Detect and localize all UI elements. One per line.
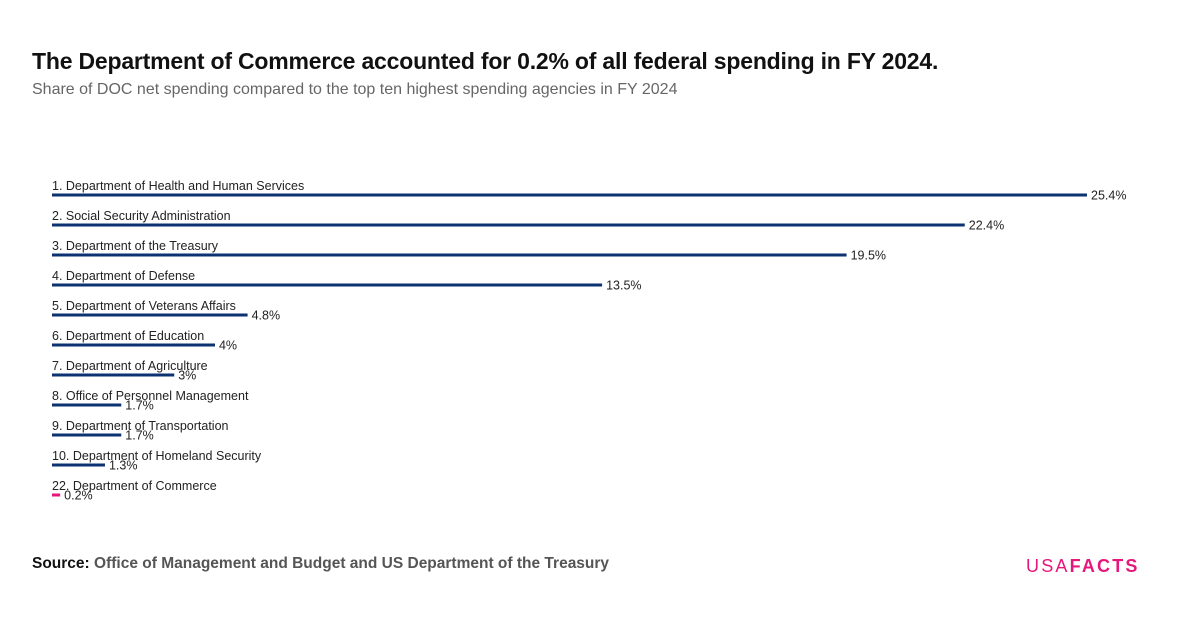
value-label: 25.4%	[1091, 189, 1126, 203]
value-label: 1.7%	[125, 399, 154, 413]
source-note: Source: Office of Management and Budget …	[32, 555, 609, 573]
category-label: 10. Department of Homeland Security	[52, 449, 262, 463]
category-label: 4. Department of Defense	[52, 269, 195, 283]
value-label: 13.5%	[606, 279, 641, 293]
bar	[52, 193, 1087, 197]
bar	[52, 343, 215, 347]
source-text: Office of Management and Budget and US D…	[94, 555, 610, 572]
usafacts-logo: USAFACTS	[1026, 556, 1140, 577]
value-label: 19.5%	[851, 249, 886, 263]
value-label: 3%	[178, 369, 196, 383]
bar	[52, 433, 122, 437]
value-label: 0.2%	[64, 489, 93, 503]
bar	[52, 493, 61, 497]
category-label: 8. Office of Personnel Management	[52, 389, 249, 403]
category-label: 2. Social Security Administration	[52, 209, 231, 223]
bar	[52, 283, 603, 287]
logo-usa-text: USA	[1026, 556, 1070, 576]
category-label: 22. Department of Commerce	[52, 479, 217, 493]
bar	[52, 253, 847, 257]
bar	[52, 373, 175, 377]
value-label: 1.3%	[109, 459, 138, 473]
category-label: 9. Department of Transportation	[52, 419, 229, 433]
category-label: 5. Department of Veterans Affairs	[52, 299, 236, 313]
logo-facts-text: FACTS	[1069, 556, 1140, 576]
value-label: 4.8%	[252, 309, 281, 323]
bar	[52, 463, 105, 467]
value-label: 1.7%	[125, 429, 154, 443]
chart-subtitle: Share of DOC net spending compared to th…	[32, 81, 678, 98]
value-label: 22.4%	[969, 219, 1004, 233]
category-label: 1. Department of Health and Human Servic…	[52, 179, 304, 193]
category-label: 7. Department of Agriculture	[52, 359, 208, 373]
bar	[52, 223, 965, 227]
bar	[52, 403, 122, 407]
category-label: 6. Department of Education	[52, 329, 204, 343]
bar	[52, 313, 248, 317]
source-label: Source:	[32, 555, 90, 572]
chart-title: The Department of Commerce accounted for…	[32, 48, 939, 74]
category-label: 3. Department of the Treasury	[52, 239, 219, 253]
value-label: 4%	[219, 339, 237, 353]
